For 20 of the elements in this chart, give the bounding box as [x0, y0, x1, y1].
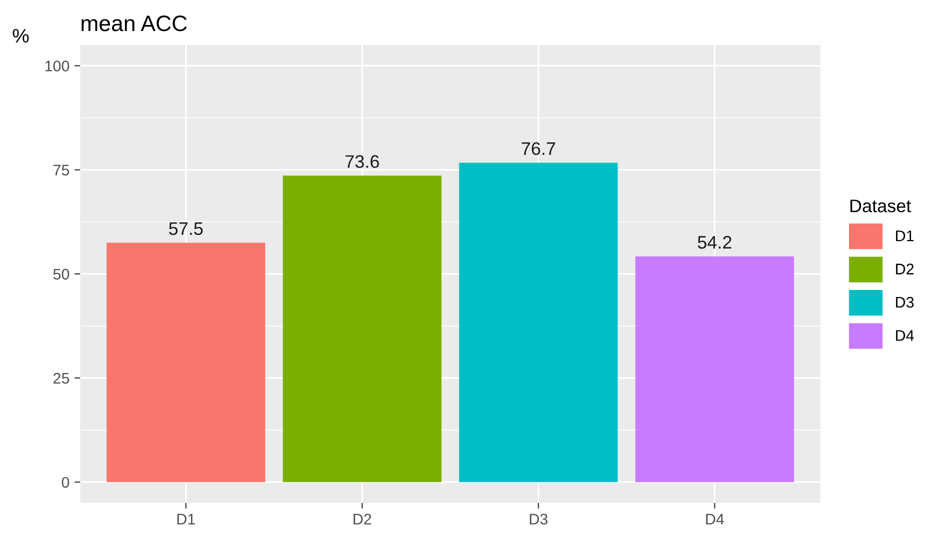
x-tick-label: D4	[706, 514, 724, 524]
data-label: 73.6	[346, 155, 379, 168]
y-tick-label: 100	[45, 60, 70, 72]
x-tick-label: D1	[177, 514, 195, 524]
data-label: 76.7	[522, 142, 556, 156]
y-axis-title: %	[12, 28, 29, 43]
y-tick-label: 50	[53, 268, 70, 280]
legend-title: Dataset	[850, 200, 912, 212]
y-tick-label: 75	[54, 164, 70, 176]
legend-label: D3	[896, 296, 914, 308]
y-tick-label: 0	[62, 476, 70, 488]
legend-label: D1	[896, 230, 914, 242]
legend-label: D4	[896, 330, 914, 341]
data-label: 57.5	[169, 222, 203, 235]
legend-label: D2	[896, 264, 914, 274]
x-tick-label: D3	[530, 514, 548, 525]
x-tick-label: D2	[354, 514, 372, 524]
y-tick-label: 25	[54, 372, 70, 384]
chart-title: mean ACC	[82, 16, 187, 32]
data-label: 54.2	[698, 236, 732, 249]
